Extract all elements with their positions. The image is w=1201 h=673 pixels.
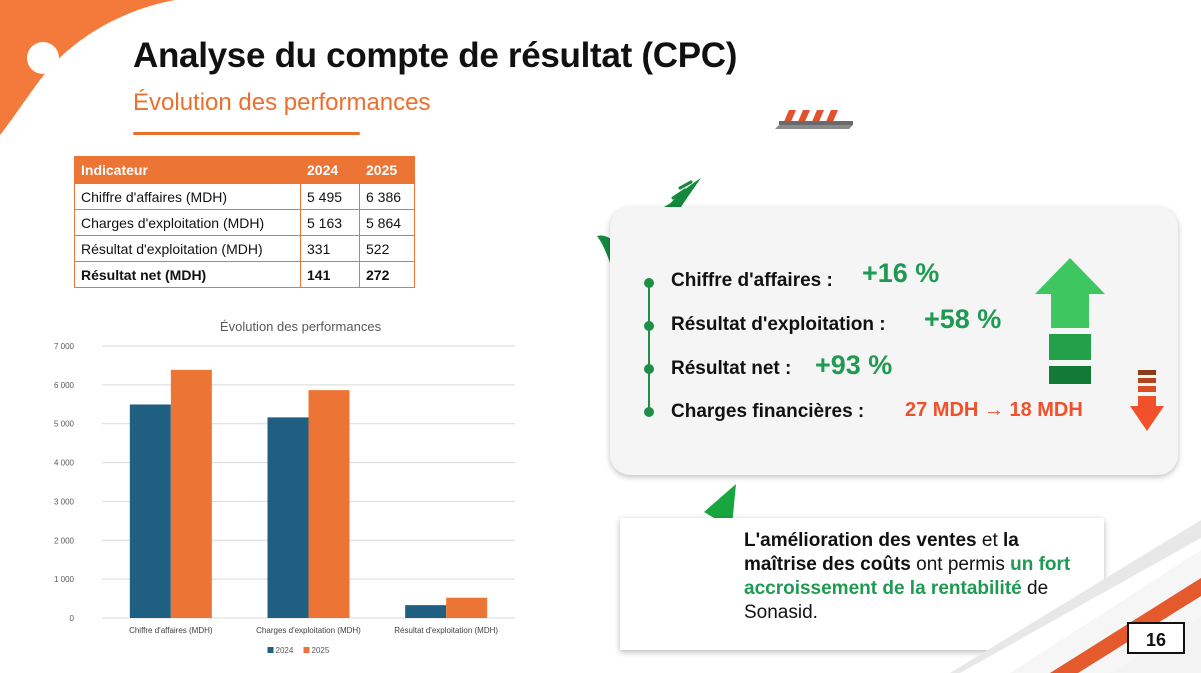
table-row: Chiffre d'affaires (MDH) 5 495 6 386: [74, 183, 415, 210]
highlight-label: Chiffre d'affaires :: [671, 270, 833, 291]
y-tick-label: 2 000: [54, 536, 75, 545]
y-tick-label: 3 000: [54, 497, 75, 506]
x-category-label: Résultat d'exploitation (MDH): [394, 626, 498, 635]
timeline-dot: [644, 407, 654, 417]
highlight-value: +93 %: [815, 350, 893, 380]
note-bold-text: L'amélioration des ventes: [744, 530, 977, 551]
conclusion-text: L'amélioration des ventes et la maîtrise…: [744, 529, 1089, 625]
timeline-dot: [644, 364, 654, 374]
bar-2024: [129, 404, 171, 618]
page-subtitle: Évolution des performances: [133, 89, 431, 116]
page-number: 16: [1127, 622, 1185, 654]
highlight-value: +58 %: [924, 304, 1002, 334]
red-down-arrow-icon: [1130, 370, 1164, 431]
y-tick-label: 4 000: [54, 459, 75, 468]
timeline-dot: [644, 278, 654, 288]
table-row: Résultat net (MDH) 141 272: [74, 261, 415, 288]
table-cell: 5 864: [359, 209, 415, 236]
table-cell: 141: [300, 261, 360, 288]
stripes-decoration: [775, 110, 853, 129]
performance-bar-chart: Évolution des performances 0 1 000 2 000 3 0…: [54, 319, 515, 655]
bar-2024: [267, 417, 309, 618]
table-header-cell: 2024: [300, 156, 360, 184]
chart-title: Évolution des performances: [220, 319, 382, 334]
table-cell: 331: [300, 235, 360, 262]
corner-stripes-decoration: [950, 520, 1201, 673]
page-title: Analyse du compte de résultat (CPC): [133, 36, 738, 75]
y-tick-label: 7 000: [54, 342, 75, 351]
note-text: et: [976, 530, 1003, 551]
bar-2024: [405, 605, 447, 618]
table-header-cell: 2025: [359, 156, 415, 184]
highlight-label: Résultat d'exploitation :: [671, 314, 886, 335]
table-cell: 5 495: [300, 183, 360, 210]
table-cell: 522: [359, 235, 415, 262]
table-cell: 6 386: [359, 183, 415, 210]
indicators-table: Indicateur 2024 2025 Chiffre d'affaires …: [74, 156, 415, 288]
highlight-value: +16 %: [862, 258, 940, 288]
y-tick-label: 6 000: [54, 381, 75, 390]
legend-label: 2025: [312, 646, 330, 655]
table-cell: Résultat net (MDH): [74, 261, 301, 288]
note-text: ont permis: [910, 554, 1011, 575]
title-underline: [133, 132, 360, 135]
legend-label: 2024: [276, 646, 294, 655]
highlight-label: Résultat net :: [671, 358, 792, 379]
note-highlight-text: un fort accroissement de la rentabilité: [744, 554, 1071, 599]
highlight-label: Charges financières :: [671, 401, 865, 422]
y-tick-label: 5 000: [54, 420, 75, 429]
conclusion-note: [620, 518, 1104, 650]
x-category-label: Chiffre d'affaires (MDH): [129, 626, 213, 635]
corner-decoration: [0, 0, 175, 135]
table-row: Résultat d'exploitation (MDH) 331 522: [74, 235, 415, 262]
bar-2025: [308, 390, 350, 618]
x-category-label: Charges d'exploitation (MDH): [256, 626, 361, 635]
bar-2025: [446, 597, 488, 618]
table-header-row: Indicateur 2024 2025: [74, 156, 415, 184]
table-cell: 5 163: [300, 209, 360, 236]
bar-2025: [170, 369, 212, 618]
table-row: Charges d'exploitation (MDH) 5 163 5 864: [74, 209, 415, 236]
highlight-value: 27 MDH → 18 MDH: [905, 399, 1083, 421]
table-cell: 272: [359, 261, 415, 288]
table-header-cell: Indicateur: [74, 156, 301, 184]
timeline-dot: [644, 321, 654, 331]
y-tick-label: 0: [70, 614, 75, 623]
green-up-arrow-icon: [1035, 258, 1105, 384]
table-cell: Charges d'exploitation (MDH): [74, 209, 301, 236]
note-bold-text: la maîtrise des coûts: [744, 530, 1019, 575]
table-cell: Résultat d'exploitation (MDH): [74, 235, 301, 262]
timeline-line: [648, 285, 650, 413]
legend-swatch: [267, 647, 274, 653]
table-cell: Chiffre d'affaires (MDH): [74, 183, 301, 210]
note-text: de Sonasid.: [744, 578, 1049, 623]
legend-swatch: [303, 647, 310, 653]
y-tick-label: 1 000: [54, 575, 75, 584]
